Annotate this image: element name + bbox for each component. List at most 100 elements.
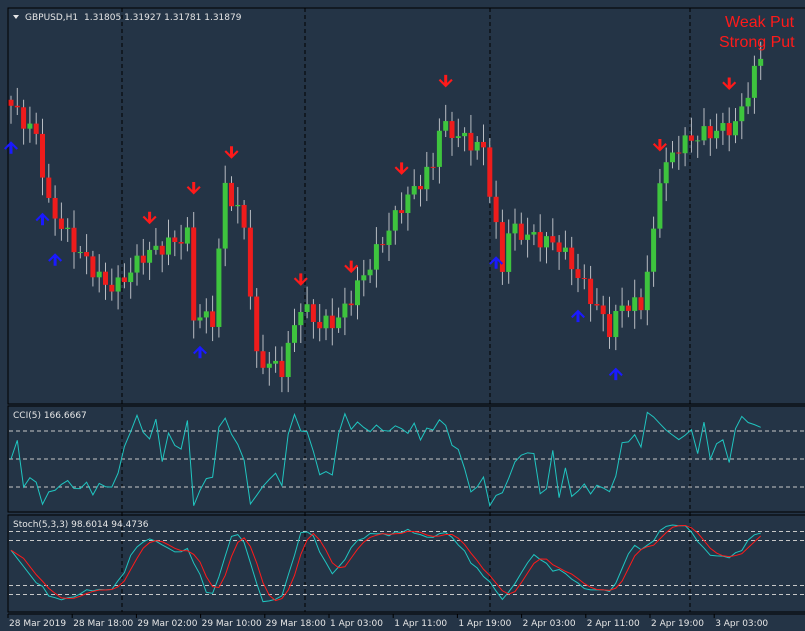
candle [96, 254, 102, 293]
candle [58, 202, 64, 241]
candle-body [191, 227, 197, 321]
candle-body [481, 141, 486, 148]
candle-body [462, 132, 468, 137]
time-label: 1 Apr 03:00 [330, 619, 383, 629]
candle [14, 87, 20, 116]
up-arrow-icon [48, 253, 63, 266]
candle [726, 107, 732, 152]
candle-body [128, 272, 134, 283]
candle [751, 55, 757, 114]
candle [380, 236, 386, 253]
candle [367, 259, 373, 284]
candle [27, 106, 33, 143]
candle [71, 210, 77, 269]
candle-body [695, 140, 701, 142]
time-label: 29 Mar 02:00 [137, 619, 197, 629]
candle [8, 95, 14, 124]
candle [292, 308, 297, 353]
candle [707, 119, 713, 156]
candle [468, 114, 474, 166]
candle-body [638, 297, 644, 311]
down-arrow-icon [344, 260, 359, 274]
time-axis: 28 Mar 2019 28 Mar 18:00 29 Mar 02:00 29 Ma… [7, 614, 768, 629]
candle [210, 295, 216, 342]
candle-body [569, 247, 575, 270]
down-arrow-icon [186, 181, 201, 195]
candle [651, 216, 657, 287]
up-arrow-icon [489, 256, 504, 269]
main-panel[interactable] [7, 7, 805, 405]
candle-body [424, 166, 430, 190]
candle-body [607, 314, 612, 338]
candle [310, 299, 316, 339]
candle [222, 165, 228, 267]
candle-body [279, 360, 285, 378]
candle-body [65, 227, 71, 229]
candle-body [512, 223, 518, 234]
cci-panel[interactable] [7, 405, 805, 513]
candle-body [77, 252, 83, 254]
stoch-label: Stoch(5,3,3) 98.6014 94.4736 [13, 520, 149, 530]
candle-body [651, 228, 657, 272]
candle-body [386, 230, 392, 245]
candle-body [210, 311, 216, 327]
candle [392, 205, 398, 245]
candle-body [544, 236, 549, 248]
candle-body [751, 65, 757, 98]
candle-body [733, 121, 738, 136]
candle [493, 180, 499, 239]
candle-body [367, 269, 373, 276]
candle [436, 118, 442, 184]
time-label: 2 Apr 19:00 [651, 619, 704, 629]
candle-body [342, 303, 348, 318]
candle [65, 218, 71, 242]
time-label: 28 Mar 2019 [9, 619, 66, 629]
candle-body [33, 123, 39, 134]
candle [386, 212, 392, 261]
candle [184, 217, 190, 252]
candle-body [292, 325, 297, 343]
candle-body [493, 196, 499, 223]
candle [556, 235, 562, 270]
candle-body [21, 107, 27, 129]
candle-body [676, 152, 682, 154]
up-arrow-icon [4, 141, 18, 154]
candle-body [14, 105, 20, 108]
candle [430, 152, 436, 180]
time-label: 2 Apr 03:00 [523, 619, 576, 629]
candle-body [121, 277, 127, 283]
candle-body [260, 351, 266, 368]
candle-body [147, 249, 153, 263]
candle [644, 255, 650, 326]
candle-body [298, 312, 304, 326]
collapse-triangle-icon[interactable] [13, 15, 19, 19]
candle-body [468, 132, 474, 151]
down-arrow-icon [652, 138, 667, 152]
candle [260, 334, 266, 375]
candle [317, 304, 323, 342]
candle [216, 238, 222, 338]
candle-body [166, 237, 171, 255]
up-arrow-icon [571, 309, 585, 323]
candle [607, 296, 612, 349]
down-arrow-icon [142, 211, 157, 225]
candle-body [443, 121, 449, 131]
candle [688, 117, 694, 153]
candle [273, 346, 279, 373]
candle-body [254, 296, 260, 352]
stoch-main-line [10, 524, 761, 603]
candle-body [373, 244, 379, 270]
candle-body [109, 284, 115, 292]
candle [285, 330, 291, 393]
candle-body [361, 275, 367, 281]
candle-body [355, 280, 360, 306]
candle-body [392, 210, 398, 231]
candle [191, 211, 197, 339]
candle [77, 245, 83, 259]
candle-body [115, 277, 121, 292]
candle [506, 219, 512, 284]
candle-body [153, 245, 159, 250]
stoch-panel[interactable] [7, 514, 805, 613]
